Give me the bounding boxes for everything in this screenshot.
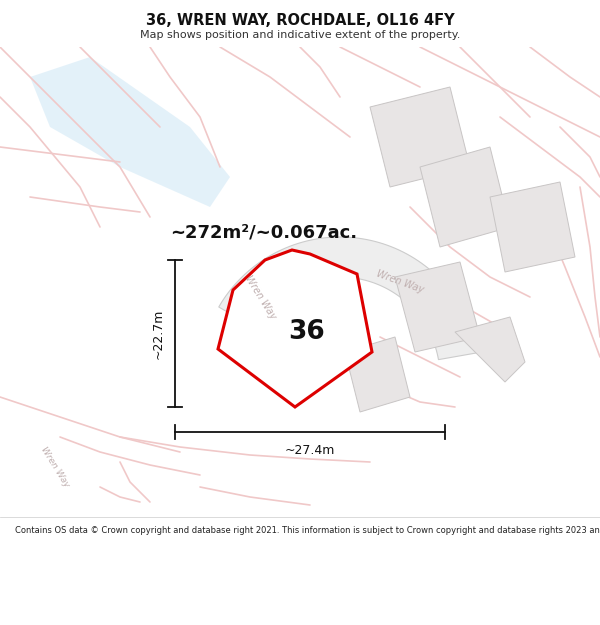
Polygon shape bbox=[395, 262, 480, 352]
Text: 36, WREN WAY, ROCHDALE, OL16 4FY: 36, WREN WAY, ROCHDALE, OL16 4FY bbox=[146, 13, 454, 28]
Text: ~272m²/~0.067ac.: ~272m²/~0.067ac. bbox=[170, 223, 357, 241]
Text: Contains OS data © Crown copyright and database right 2021. This information is : Contains OS data © Crown copyright and d… bbox=[15, 526, 600, 535]
Text: 36: 36 bbox=[289, 319, 325, 345]
Polygon shape bbox=[30, 57, 230, 207]
Text: Map shows position and indicative extent of the property.: Map shows position and indicative extent… bbox=[140, 30, 460, 40]
Polygon shape bbox=[420, 147, 510, 247]
Text: ~22.7m: ~22.7m bbox=[152, 308, 165, 359]
Polygon shape bbox=[345, 337, 410, 412]
Polygon shape bbox=[370, 87, 470, 187]
Polygon shape bbox=[219, 237, 478, 359]
Text: Wren Way: Wren Way bbox=[39, 445, 71, 489]
Text: Wren Way: Wren Way bbox=[375, 269, 425, 295]
Polygon shape bbox=[455, 317, 525, 382]
Text: Wren Way: Wren Way bbox=[242, 273, 277, 321]
Text: ~27.4m: ~27.4m bbox=[285, 444, 335, 457]
Polygon shape bbox=[218, 250, 372, 407]
Polygon shape bbox=[490, 182, 575, 272]
